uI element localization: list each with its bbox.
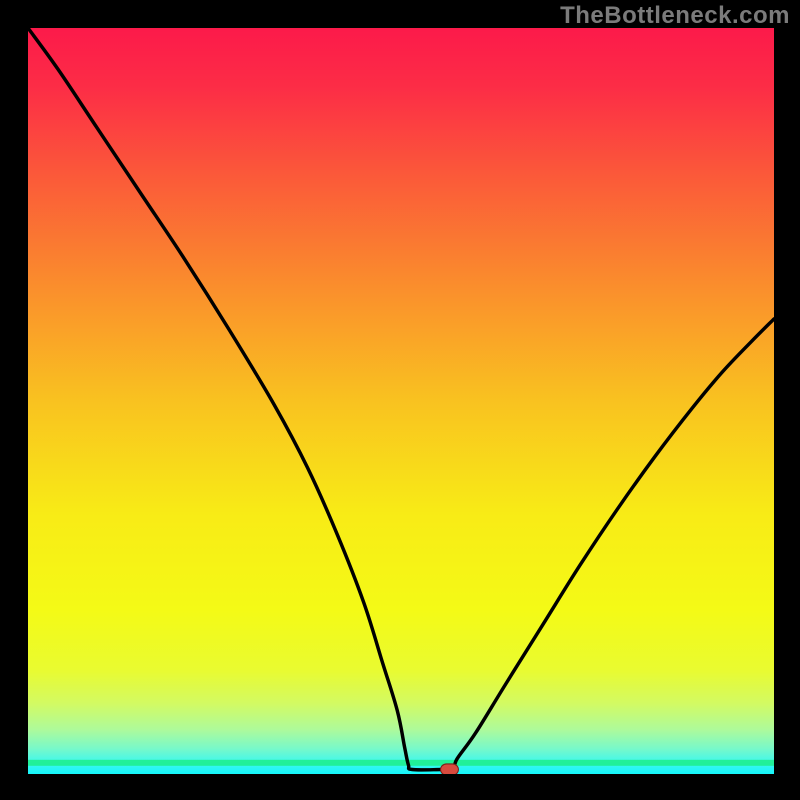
watermark-text: TheBottleneck.com — [560, 2, 790, 30]
chart-curve — [28, 28, 774, 774]
chart-marker — [441, 764, 459, 774]
plot-area — [28, 28, 774, 774]
